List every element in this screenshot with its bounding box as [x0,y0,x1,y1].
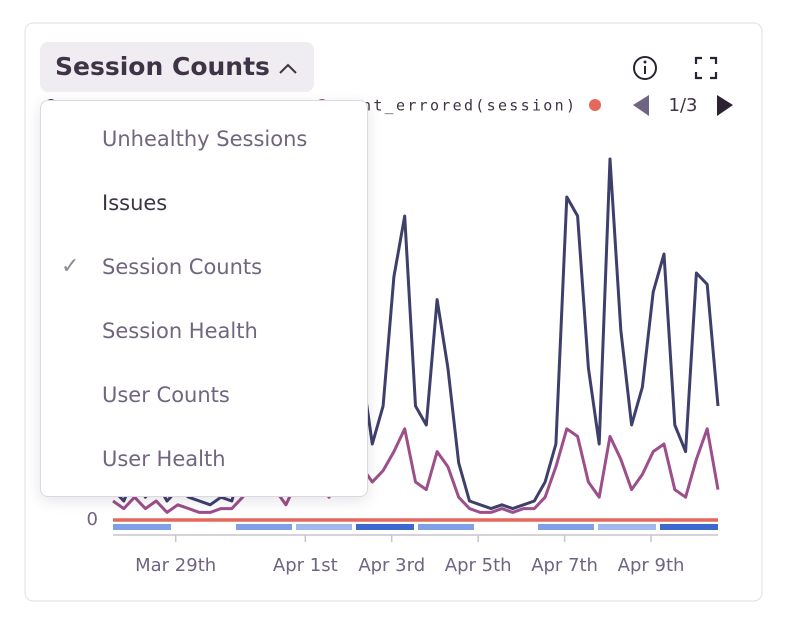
x-tick-label: Apr 7th [531,555,598,576]
fullscreen-button[interactable] [694,56,718,80]
x-tick-label: Apr 9th [618,555,685,576]
y-tick-label: 0 [87,509,98,530]
legend-label: count_errored(session) [328,97,577,115]
x-tick-label: Apr 3rd [358,555,425,576]
release-strip [113,524,718,530]
check-icon: ✓ [61,254,80,279]
menu-item[interactable]: Session Health [102,319,258,343]
series-line [112,427,720,514]
menu-item[interactable]: Unhealthy Sessions [102,127,308,151]
widget-title: Session Counts [55,52,270,81]
prev-page[interactable] [633,95,649,116]
title-button[interactable] [40,42,314,92]
legend-swatch [589,99,601,111]
info-button[interactable] [633,56,657,80]
menu-item[interactable]: Session Counts [102,255,263,279]
menu-item[interactable]: Issues [102,191,168,215]
menu-item[interactable]: User Health [102,447,226,471]
x-tick-label: Apr 1st [273,555,338,576]
menu-item[interactable]: User Counts [102,383,230,407]
next-page[interactable] [717,95,733,116]
x-tick-label: Mar 29th [135,555,216,576]
dropdown-menu: Unhealthy Sessions Issues Session Counts ✓ S… [40,100,368,497]
series-line [111,157,720,511]
x-tick-label: Apr 5th [445,555,512,576]
axes: 0 Mar 29th Apr 1st Apr 3rd Apr 5th Apr 7th Apr… [87,509,685,576]
page-indicator: 1/3 [669,95,698,116]
chevron-icon [279,63,297,74]
